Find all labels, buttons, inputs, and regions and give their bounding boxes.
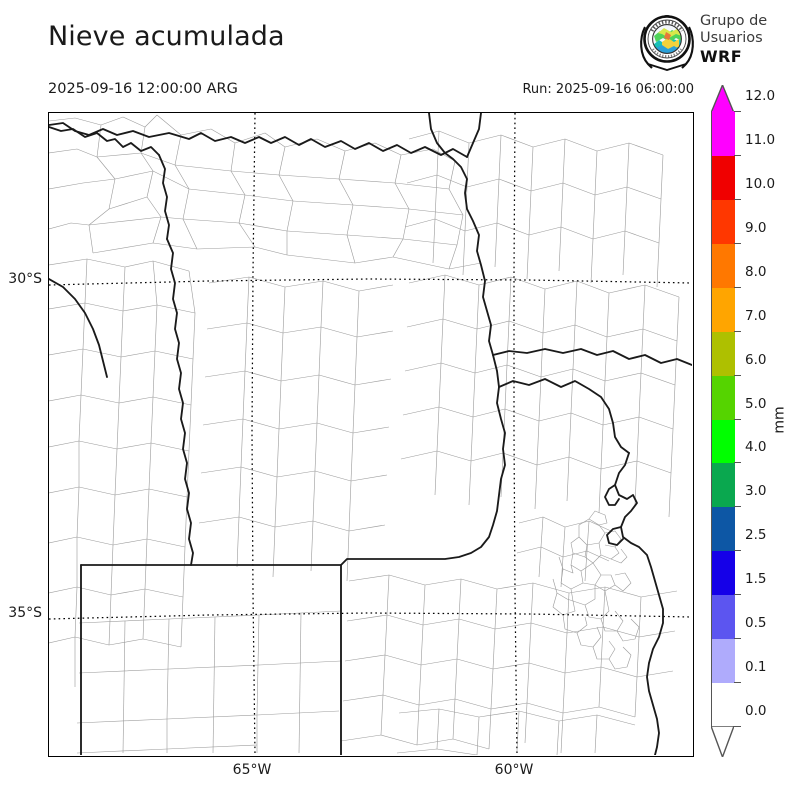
colorbar-segment [712, 682, 735, 727]
district-boundaries [49, 114, 680, 755]
colorbar-tick-label: 12.0 [745, 88, 776, 104]
colorbar-over-arrow [711, 85, 734, 113]
colorbar-tick-label: 0.1 [745, 659, 767, 676]
colorbar-tick-label: 10.0 [745, 175, 776, 192]
colorbar-segment [712, 374, 735, 420]
colorbar-tick [734, 286, 741, 288]
colorbar-segment [712, 506, 735, 552]
colorbar-tick-label: 0.5 [745, 615, 767, 632]
colorbar-segment [712, 330, 735, 376]
colorbar-tick [734, 418, 741, 420]
lat-label-30s: 30°S [8, 271, 42, 287]
colorbar-tick [734, 154, 741, 156]
colorbar-tick [734, 638, 741, 640]
colorbar-tick-label: 8.0 [745, 263, 767, 280]
lon-label-60w: 60°W [494, 762, 534, 778]
map-geography [49, 113, 692, 755]
colorbar-segment [712, 154, 735, 200]
colorbar-segment [712, 594, 735, 640]
colorbar-segment [712, 418, 735, 464]
colorbar-tick [734, 374, 741, 376]
colorbar-tick-label: 0.0 [745, 703, 767, 719]
colorbar-segment [712, 286, 735, 332]
colorbar-tick [734, 594, 741, 596]
colorbar-tick-label: 4.0 [745, 439, 767, 456]
colorbar-tick-label: 5.0 [745, 395, 767, 412]
colorbar-segment [712, 198, 735, 244]
colorbar-tick-label: 2.5 [745, 527, 767, 544]
colorbar-tick-label: 7.0 [745, 307, 767, 324]
logo-line-2: Usuarios [700, 30, 763, 46]
colorbar-tick-label: 9.0 [745, 219, 767, 236]
colorbar-tick-label: 1.5 [745, 571, 767, 588]
colorbar-tick [734, 462, 741, 464]
colorbar-segment [712, 462, 735, 508]
lon-label-65w: 65°W [232, 762, 272, 778]
colorbar-tick [734, 506, 741, 508]
colorbar-units-label: mm [771, 406, 788, 434]
colorbar-tick-label: 6.0 [745, 351, 767, 368]
logo-line-3: WRF [700, 47, 743, 66]
lat-label-35s: 35°S [8, 605, 42, 621]
colorbar-tick-label: 3.0 [745, 483, 767, 500]
colorbar-tick [734, 198, 741, 200]
colorbar-tick [734, 726, 741, 727]
logo-line-1: Grupo de [700, 13, 768, 29]
page-title: Nieve acumulada [48, 21, 285, 52]
colorbar-segment [712, 110, 735, 156]
colorbar-segment [712, 242, 735, 288]
valid-time-label: 2025-09-16 12:00:00 ARG [48, 81, 238, 97]
graticule [49, 113, 692, 755]
colorbar-segment [712, 638, 735, 684]
colorbar-body [711, 110, 735, 727]
globe-seal-icon [640, 14, 694, 71]
colorbar-under-arrow [711, 726, 734, 757]
colorbar-tick [734, 330, 741, 332]
province-boundaries [49, 113, 692, 755]
map-plot-area[interactable] [48, 112, 694, 757]
colorbar-segment [712, 550, 735, 596]
colorbar-tick [734, 242, 741, 244]
logo-text: Grupo de Usuarios WRF [700, 13, 796, 66]
colorbar-tick [734, 682, 741, 684]
colorbar-tick [734, 111, 741, 112]
logo: Grupo de Usuarios WRF [638, 11, 798, 73]
colorbar-tick-label: 11.0 [745, 131, 776, 148]
colorbar-tick [734, 550, 741, 552]
colorbar[interactable]: 0.0 0.1 0.5 1.5 2.5 3.0 4.0 5.0 6.0 7.0 8.0 9.0 10.0… [711, 85, 775, 757]
model-run-label: Run: 2025-09-16 06:00:00 [522, 82, 694, 97]
